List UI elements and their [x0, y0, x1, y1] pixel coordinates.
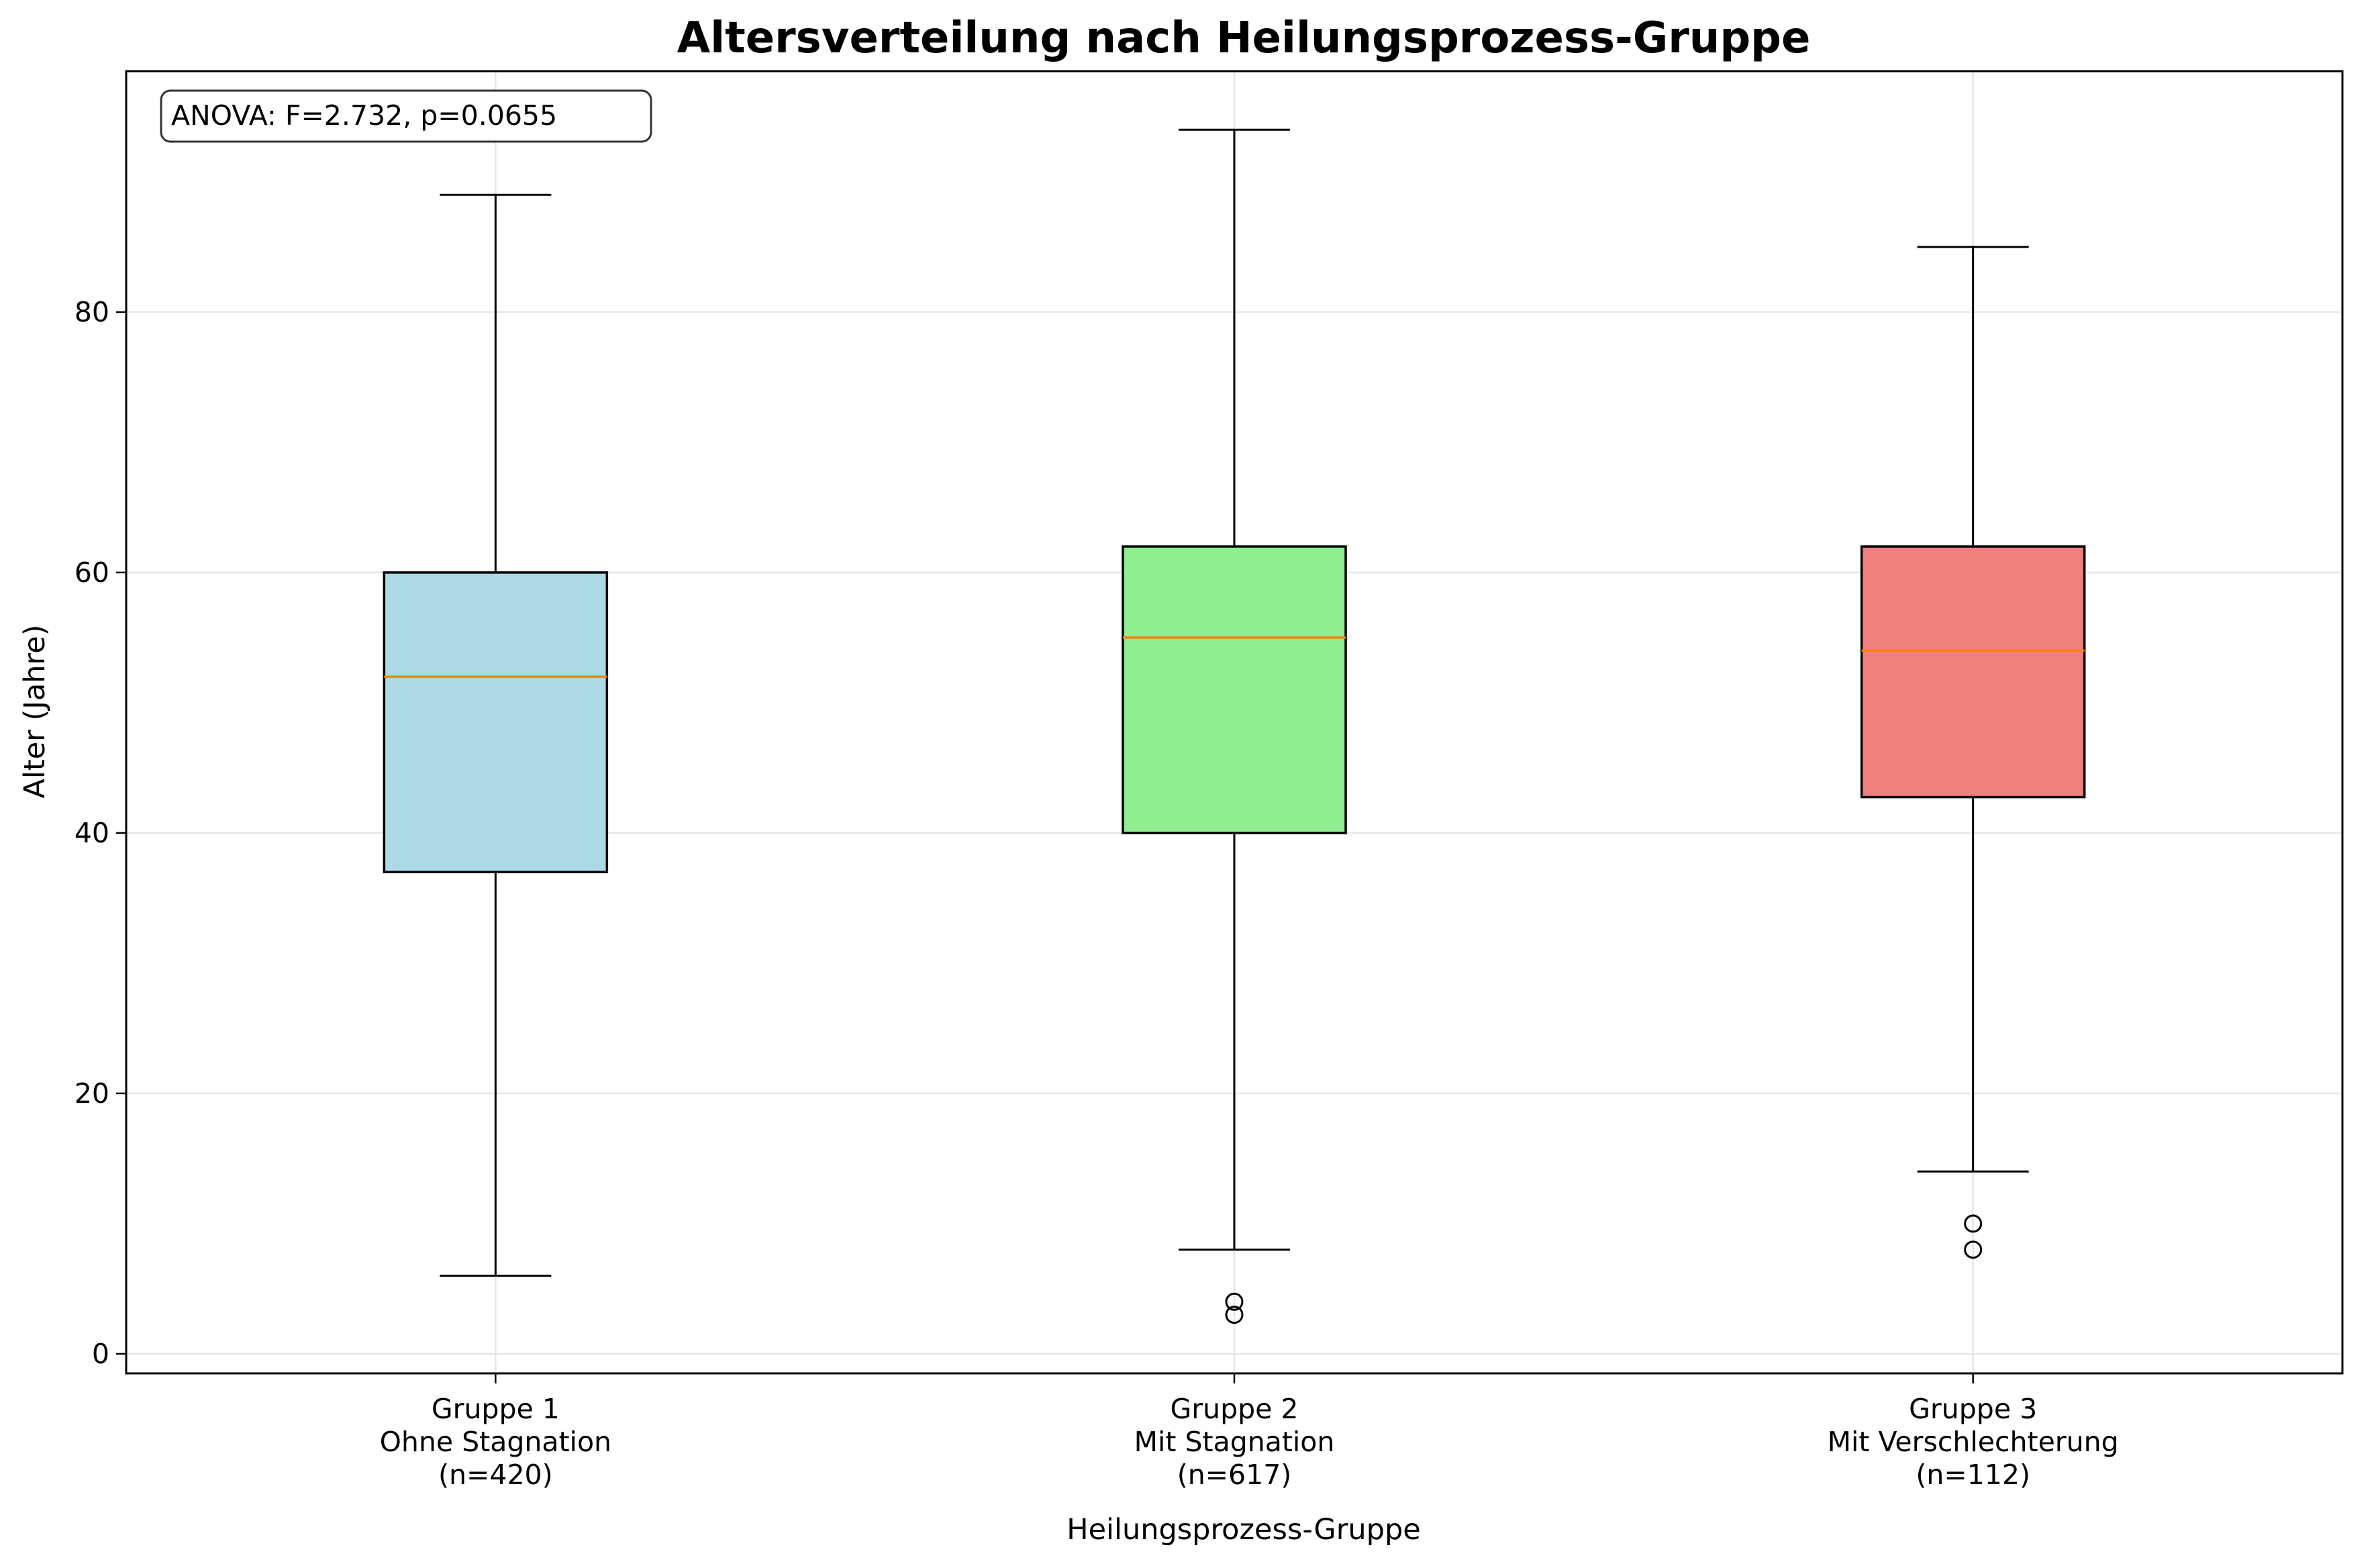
y-tick-label: 0: [92, 1338, 109, 1370]
box-group-3: [1860, 246, 2086, 1259]
outlier-point: [1964, 1214, 1983, 1233]
anova-annotation: ANOVA: F=2.732, p=0.0655: [160, 89, 652, 143]
annotation-box: [160, 89, 652, 143]
chart-title: Altersverteilung nach Heilungsprozess-Gr…: [677, 13, 1811, 63]
box-group-1: [383, 193, 609, 1277]
axes-frame: [125, 70, 2344, 1375]
x-axis-label: Heilungsprozess-Gruppe: [1067, 1513, 1420, 1547]
x-tick-label: Gruppe 2: [1170, 1393, 1298, 1425]
y-tick-label: 40: [75, 817, 109, 849]
x-tick-label: Mit Verschlechterung: [1828, 1426, 2119, 1458]
box-iqr: [1122, 545, 1347, 834]
x-tick-label: Gruppe 1: [432, 1393, 560, 1425]
x-tick-label: (n=617): [1177, 1459, 1292, 1491]
annotation-text: ANOVA: F=2.732, p=0.0655: [171, 99, 557, 132]
y-tick-label: 80: [75, 296, 109, 328]
x-tick-label: Mit Stagnation: [1134, 1426, 1335, 1458]
x-tick-label: (n=112): [1916, 1459, 2030, 1491]
plot-area: [383, 128, 2086, 1324]
outlier-point: [1225, 1292, 1244, 1311]
y-tick-label: 20: [75, 1077, 109, 1110]
y-tick-label: 60: [75, 556, 109, 589]
box-group-2: [1122, 128, 1347, 1324]
x-tick-label: (n=420): [438, 1459, 553, 1491]
outlier-point: [1964, 1240, 1983, 1259]
box-iqr: [383, 571, 609, 873]
outlier-point: [1225, 1306, 1244, 1324]
box-iqr: [1860, 545, 2086, 799]
x-tick-label: Ohne Stagnation: [380, 1426, 611, 1458]
y-axis-label: Alter (Jahre): [18, 624, 52, 798]
x-tick-label: Gruppe 3: [1909, 1393, 2037, 1425]
